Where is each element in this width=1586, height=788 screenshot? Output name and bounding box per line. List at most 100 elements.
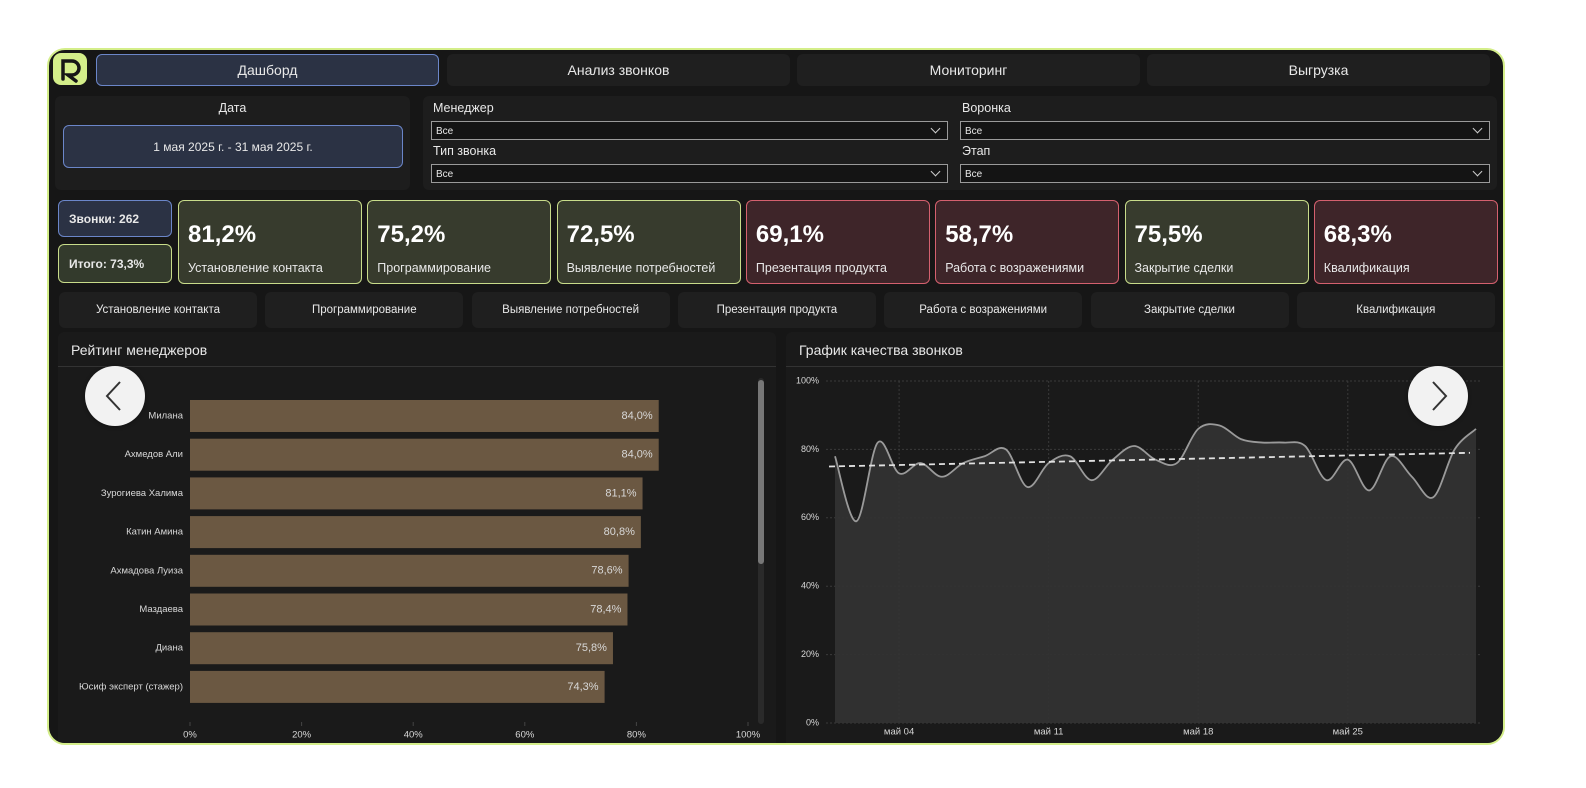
scrollbar-thumb xyxy=(758,380,764,564)
bar xyxy=(190,632,613,665)
bar xyxy=(190,593,628,626)
x-tick-label: 40% xyxy=(404,730,424,741)
divider xyxy=(58,366,776,367)
y-tick-label: 0% xyxy=(806,717,819,727)
bar xyxy=(190,516,641,549)
x-tick-label: май 04 xyxy=(884,727,914,738)
x-tick-label: май 11 xyxy=(1034,727,1064,738)
nav-tab[interactable]: Дашборд xyxy=(96,54,439,86)
kpi-label: Выявление потребностей xyxy=(566,261,716,275)
logo xyxy=(53,53,87,85)
next-button[interactable] xyxy=(1408,366,1468,426)
bar-value-label: 81,1% xyxy=(605,487,636,499)
filter-label: Менеджер xyxy=(433,101,494,115)
x-tick-label: май 25 xyxy=(1333,727,1363,738)
divider xyxy=(786,366,1503,367)
y-category-label: Милана xyxy=(148,411,183,422)
x-tick-label: 0% xyxy=(183,730,197,741)
stage-button[interactable]: Выявление потребностей xyxy=(471,292,670,328)
summary-badge: Звонки: 262 xyxy=(58,200,172,237)
bar-value-label: 80,8% xyxy=(604,526,635,538)
bar-value-label: 74,3% xyxy=(567,681,598,693)
kpi-label: Закрытие сделки xyxy=(1134,261,1234,275)
y-category-label: Зурогиева Халима xyxy=(101,488,184,499)
bar-value-label: 84,0% xyxy=(622,410,653,422)
summary-badge: Итого: 73,3% xyxy=(58,244,172,283)
stage-button[interactable]: Закрытие сделки xyxy=(1090,292,1289,328)
kpi-card: 75,5% Закрытие сделки xyxy=(1124,200,1309,284)
kpi-card: 69,1% Презентация продукта xyxy=(745,200,930,284)
filters-panel: Менеджер Все Воронка Все Тип звонка Все Этап Вс… xyxy=(423,96,1497,190)
kpi-card: 68,3% Квалификация xyxy=(1313,200,1498,284)
y-tick-label: 60% xyxy=(801,512,819,522)
stage-button[interactable]: Работа с возражениями xyxy=(884,292,1083,328)
x-tick-label: 60% xyxy=(515,730,535,741)
trend-line xyxy=(828,451,1471,468)
date-picker[interactable]: 1 мая 2025 г. - 31 мая 2025 г. xyxy=(63,125,403,168)
filter-select[interactable]: Все xyxy=(431,121,948,140)
rating-chart: 0% 20% 40% 60% 80% 100% 84,0% Милана 84,0% Ахмедо… xyxy=(79,378,764,741)
next-icon xyxy=(1432,381,1448,411)
bar-value-label: 78,4% xyxy=(590,603,621,615)
kpi-label: Программирование xyxy=(377,261,492,275)
kpi-label: Работа с возражениями xyxy=(945,261,1085,275)
kpi-label: Презентация продукта xyxy=(755,261,887,275)
kpi-value: 75,5% xyxy=(1134,221,1203,248)
stage-button[interactable]: Установление контакта xyxy=(59,292,257,328)
prev-button[interactable] xyxy=(85,366,145,426)
x-tick-label: 100% xyxy=(736,730,761,741)
x-tick-label: 80% xyxy=(627,730,647,741)
filter-select[interactable]: Все xyxy=(960,121,1490,140)
kpi-value: 69,1% xyxy=(755,221,824,248)
dashboard-frame: Дашборд Анализ звонков Мониторинг Выгрузка Д… xyxy=(47,48,1505,745)
kpi-card: 58,7% Работа с возражениями xyxy=(935,200,1120,284)
bar xyxy=(190,670,605,703)
nav-tab[interactable]: Анализ звонков xyxy=(447,54,790,86)
logo-icon xyxy=(61,59,81,83)
filter-label: Воронка xyxy=(962,101,1011,115)
y-tick-label: 20% xyxy=(801,649,819,659)
kpi-label: Установление контакта xyxy=(188,261,323,275)
quality-chart: 0% 20% 40% 60% 80% 100% май 04 май 11 май 18 май … xyxy=(796,375,1482,738)
bar-value-label: 75,8% xyxy=(576,642,607,654)
quality-area xyxy=(835,424,1476,723)
kpi-card: 81,2% Установление контакта xyxy=(178,200,362,284)
y-category-label: Катин Амина xyxy=(126,527,184,538)
bar xyxy=(190,477,643,510)
x-tick-label: 20% xyxy=(292,730,312,741)
stage-button[interactable]: Квалификация xyxy=(1296,292,1495,328)
stage-button[interactable]: Презентация продукта xyxy=(677,292,876,328)
kpi-card: 72,5% Выявление потребностей xyxy=(556,200,741,284)
chart-panel: График качества звонков 0% 20% 40% 60% 80% 100… xyxy=(786,332,1503,743)
y-category-label: Диана xyxy=(155,643,183,654)
x-tick-label: май 18 xyxy=(1183,727,1213,738)
prev-icon xyxy=(105,381,121,411)
chart-title: Рейтинг менеджеров xyxy=(71,342,208,358)
date-label: Дата xyxy=(218,101,247,115)
bar xyxy=(190,554,629,587)
y-category-label: Маздаева xyxy=(139,604,183,615)
stage-button[interactable]: Программирование xyxy=(265,292,464,328)
y-category-label: Юсиф эксперт (стажер) xyxy=(79,681,183,692)
kpi-value: 72,5% xyxy=(566,221,635,248)
filter-label: Тип звонка xyxy=(433,144,497,158)
nav-tab[interactable]: Выгрузка xyxy=(1147,54,1490,86)
filter-select[interactable]: Все xyxy=(960,164,1490,183)
bar xyxy=(190,438,659,471)
filter-label: Этап xyxy=(962,144,991,158)
bar xyxy=(190,400,659,432)
nav-tab[interactable]: Мониторинг xyxy=(797,54,1140,86)
y-category-label: Ахмедов Али xyxy=(125,449,183,460)
y-category-label: Ахмадова Луиза xyxy=(110,565,183,576)
filter-select[interactable]: Все xyxy=(431,164,948,183)
date-panel: Дата 1 мая 2025 г. - 31 мая 2025 г. xyxy=(55,96,410,190)
chart-panel: Рейтинг менеджеров 0% 20% 40% 60% 80% 100% 84,0… xyxy=(58,332,776,743)
y-tick-label: 80% xyxy=(801,444,819,454)
y-tick-label: 100% xyxy=(796,375,819,385)
y-tick-label: 40% xyxy=(801,581,819,591)
kpi-value: 81,2% xyxy=(188,221,257,248)
kpi-value: 68,3% xyxy=(1323,221,1392,248)
kpi-label: Квалификация xyxy=(1323,261,1410,275)
kpi-card: 75,2% Программирование xyxy=(367,200,552,284)
